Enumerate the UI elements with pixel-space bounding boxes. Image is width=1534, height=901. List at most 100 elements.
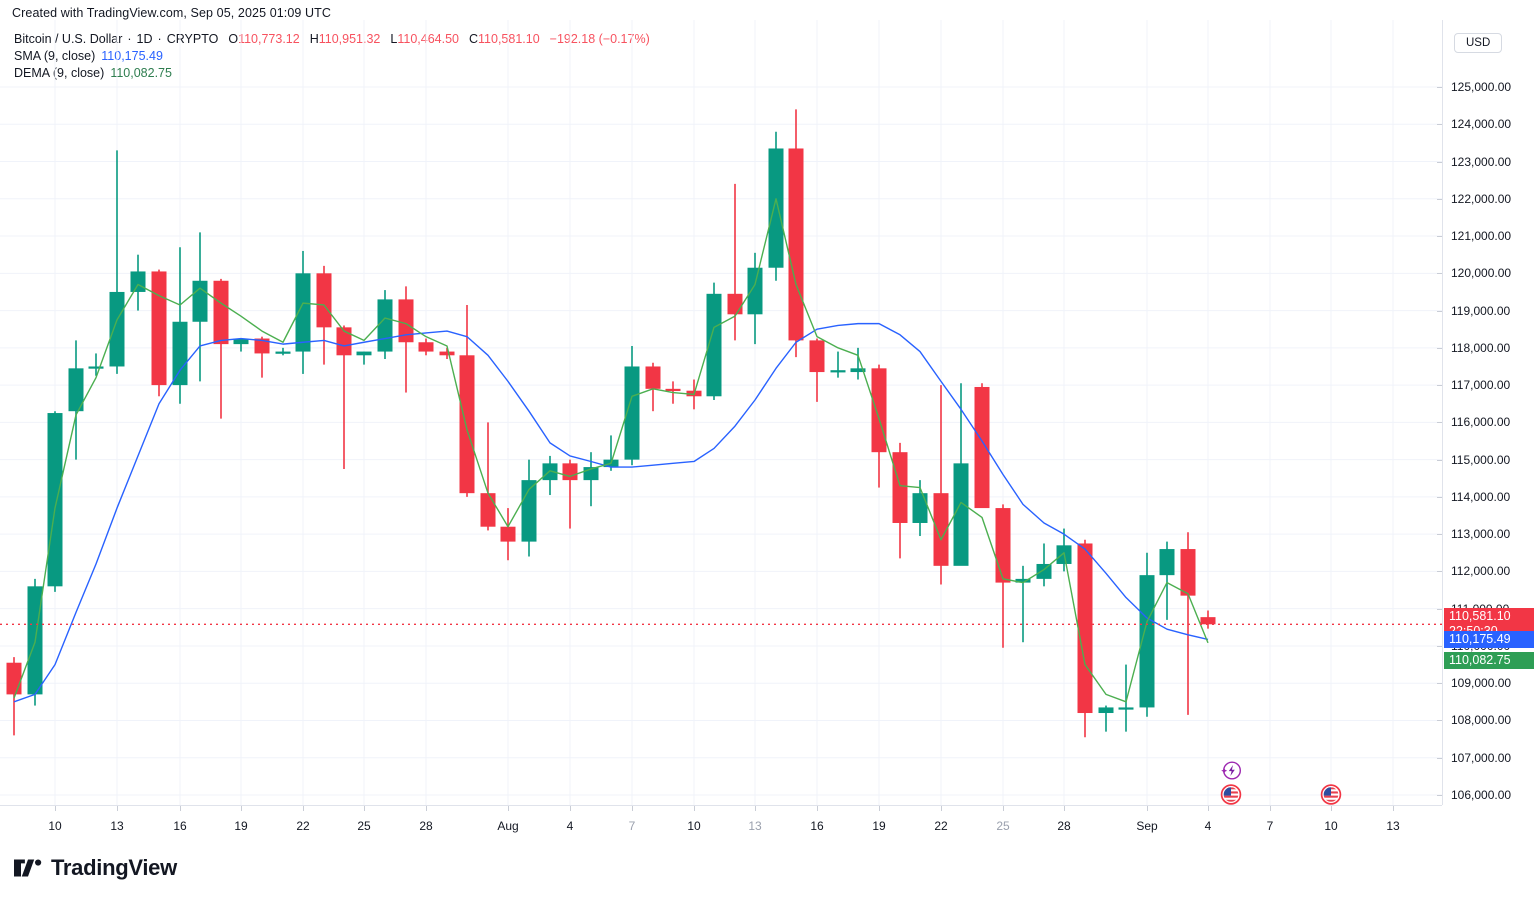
price-axis-tick: 119,000.00 xyxy=(1451,303,1511,318)
legend-low-value: 110,464.50 xyxy=(397,32,459,46)
price-axis-tick: 120,000.00 xyxy=(1451,266,1512,281)
time-axis-tick: 25 xyxy=(357,819,371,833)
time-axis-tick-mark xyxy=(570,806,571,811)
price-axis-tick-dash xyxy=(1437,720,1442,722)
price-axis-tick-dash xyxy=(1437,757,1442,759)
time-axis-tick-mark xyxy=(241,806,242,811)
time-axis-tick: 22 xyxy=(934,819,948,833)
time-axis-tick-mark xyxy=(1208,806,1209,811)
dema-price-badge: 110,082.75 xyxy=(1444,651,1534,669)
legend-low-label: L xyxy=(390,32,398,46)
currency-badge[interactable]: USD xyxy=(1454,33,1503,53)
time-axis-tick-mark xyxy=(1270,806,1271,811)
legend-row-dema[interactable]: DEMA (9, close) 110,082.75 xyxy=(14,65,650,82)
price-axis-tick-dash xyxy=(1437,422,1442,424)
price-axis-tick: 106,000.00 xyxy=(1451,788,1512,802)
time-axis-tick-mark xyxy=(817,806,818,811)
price-axis-tick: 109,000.00 xyxy=(1451,676,1512,691)
price-axis-tick: 121,000.00 xyxy=(1451,229,1512,244)
time-axis-tick-mark xyxy=(1003,806,1004,811)
price-axis-tick-dash xyxy=(1437,795,1442,796)
legend-dema-value: 110,082.75 xyxy=(110,66,172,80)
legend-dema-name: DEMA (9, close) xyxy=(14,66,105,80)
chart-plot-area[interactable] xyxy=(0,20,1442,805)
price-axis-tick-dash xyxy=(1437,571,1442,573)
legend-close-value: 110,581.10 xyxy=(478,32,540,46)
time-axis-tick-mark xyxy=(303,806,304,811)
time-axis-tick: 19 xyxy=(234,819,248,833)
price-axis-tick: 107,000.00 xyxy=(1451,750,1512,765)
legend-open-value: 110,773.12 xyxy=(238,32,300,46)
price-axis-tick-dash xyxy=(1437,608,1442,610)
legend-high-label: H xyxy=(309,32,319,46)
vertical-gridlines xyxy=(54,20,1394,805)
time-axis-tick: 22 xyxy=(296,819,310,833)
price-axis-tick-dash xyxy=(1437,198,1442,200)
price-axis-tick-dash xyxy=(1437,310,1442,312)
price-axis-tick-dash xyxy=(1437,683,1442,685)
time-axis-tick: 28 xyxy=(1057,819,1071,833)
time-axis-tick-mark xyxy=(55,806,56,811)
tradingview-brand-text: TradingView xyxy=(51,855,177,880)
legend-separator-2: · xyxy=(157,32,162,46)
us-flag-icon xyxy=(1220,784,1242,805)
price-axis-tick-dash xyxy=(1437,124,1442,126)
price-axis-tick-dash xyxy=(1437,161,1442,163)
price-axis-tick: 108,000.00 xyxy=(1451,713,1512,728)
price-axis-tick: 112,000.00 xyxy=(1451,564,1511,579)
price-axis-tick: 123,000.00 xyxy=(1451,154,1512,169)
price-axis-tick: 116,000.00 xyxy=(1451,415,1511,430)
price-axis-tick-dash xyxy=(1437,459,1442,461)
time-axis-tick: 10 xyxy=(1324,819,1338,833)
time-axis-tick-mark xyxy=(1064,806,1065,811)
legend-separator-1: · xyxy=(127,32,132,46)
time-axis-tick-mark xyxy=(364,806,365,811)
time-axis-tick-mark xyxy=(755,806,756,811)
time-axis-tick: 16 xyxy=(173,819,187,833)
tradingview-brand: TradingView xyxy=(14,855,177,881)
price-axis-tick-dash xyxy=(1437,273,1442,275)
time-axis-tick: 13 xyxy=(1386,819,1400,833)
candlestick-series xyxy=(6,109,1216,738)
legend-high-value: 110,951.32 xyxy=(318,32,381,46)
time-axis-tick-mark xyxy=(180,806,181,811)
price-axis-tick: 115,000.00 xyxy=(1451,452,1511,467)
us-economic-event-marker-2[interactable] xyxy=(1320,784,1342,811)
indicator-lines xyxy=(13,198,1209,703)
price-axis-tick-dash xyxy=(1437,87,1442,88)
attribution-text: Created with TradingView.com, Sep 05, 20… xyxy=(12,6,332,20)
legend-interval: 1D xyxy=(136,32,153,46)
us-economic-event-marker-1[interactable] xyxy=(1220,784,1242,811)
price-axis-tick-dash xyxy=(1437,347,1442,349)
legend-open-label: O xyxy=(228,32,239,46)
price-axis-tick: 113,000.00 xyxy=(1451,527,1511,542)
tradingview-logo-icon xyxy=(14,859,42,877)
time-axis-tick: 28 xyxy=(419,819,433,833)
price-axis-tick: 122,000.00 xyxy=(1451,191,1512,206)
price-axis[interactable]: USD 125,000.00 124,000.00 123,000.00 122,00… xyxy=(1437,20,1534,805)
time-axis-tick-mark xyxy=(941,806,942,811)
time-axis-tick: Aug xyxy=(497,819,519,833)
time-axis-tick: 10 xyxy=(687,819,701,833)
time-axis[interactable]: 10 13 16 19 22 25 28 Aug 4 7 10 13 16 19 22 25 28 Sep 4 7 10… xyxy=(0,805,1442,846)
time-axis-tick: 13 xyxy=(748,819,762,833)
time-axis-tick: 4 xyxy=(1204,819,1212,833)
price-axis-tick-dash xyxy=(1437,534,1442,536)
time-axis-tick: 7 xyxy=(1266,819,1274,833)
sparkle-lightning-icon xyxy=(1221,761,1242,780)
time-axis-tick-mark xyxy=(1331,806,1332,811)
time-axis-tick-mark xyxy=(694,806,695,811)
time-axis-tick: 16 xyxy=(810,819,824,833)
ai-event-marker[interactable] xyxy=(1220,760,1242,787)
time-axis-tick: 19 xyxy=(872,819,886,833)
price-axis-tick: 117,000.00 xyxy=(1451,378,1511,393)
price-axis-tick: 125,000.00 xyxy=(1451,80,1512,94)
time-axis-tick-mark xyxy=(1393,806,1394,811)
legend-change-value: −192.18 (−0.17%) xyxy=(549,32,650,46)
time-axis-tick-mark xyxy=(879,806,880,811)
time-axis-tick: 13 xyxy=(110,819,124,833)
price-axis-tick-dash xyxy=(1437,496,1442,498)
time-axis-tick-mark xyxy=(508,806,509,811)
candlestick-svg xyxy=(0,20,1442,805)
time-axis-tick-mark xyxy=(1147,806,1148,811)
